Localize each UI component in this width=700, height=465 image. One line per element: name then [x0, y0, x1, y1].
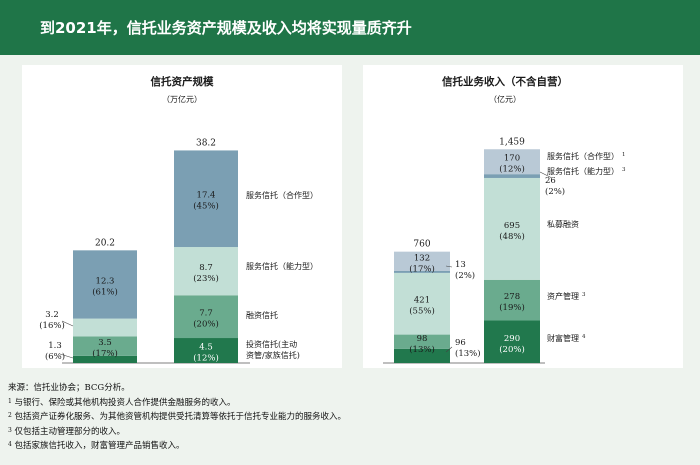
bar-segment [174, 247, 238, 296]
bar-segment [73, 336, 137, 356]
data-value-label: 7.7 [199, 309, 213, 319]
data-pct-label: (16%) [39, 320, 65, 331]
legend-label-coop: 服务信托（合作型） 1 [547, 151, 626, 161]
legend-label-investment-2: 资管/家族信托) [246, 350, 300, 360]
data-value-label: 12.3 [96, 276, 115, 286]
bar-segment [394, 270, 450, 273]
page-title: 到2021年，信托业务资产规模及收入均将实现量质齐升 [40, 19, 412, 37]
data-value-label: 695 [504, 221, 520, 231]
chart-title: 信托业务收入（不含自营） [442, 75, 568, 88]
bar-segment [174, 150, 238, 248]
data-pct-label: (19%) [499, 302, 525, 313]
footnotes: 来源：信托业协会；BCG分析。 1 与银行、保险或其他机构投资人合作提供金融服务… [8, 381, 698, 454]
footnote-3: 3 仅包括主动管理部分的收入。 [8, 426, 126, 437]
data-pct-label: (55%) [409, 306, 435, 317]
bar-segment [484, 149, 540, 175]
footnote-1: 1 与银行、保险或其他机构投资人合作提供金融服务的收入。 [8, 397, 236, 408]
legend-label-cap: 服务信托（能力型） 3 [547, 166, 626, 176]
leader-line [59, 353, 74, 359]
data-value-label: 3.5 [98, 338, 112, 348]
legend-label-private: 私募融资 [547, 219, 579, 229]
data-value-label: 96 [455, 338, 466, 348]
legend-label-investment-1: 投资信托(主动 [246, 339, 297, 349]
footnote-2: 2 包括资产证券化服务、为其他资管机构提供受托清算等依托于信托专业能力的服务收入… [8, 412, 347, 422]
data-pct-label: (45%) [193, 201, 219, 212]
data-pct-label: (20%) [499, 344, 525, 355]
legend-label-financing: 融资信托 [246, 310, 278, 320]
data-pct-label: (2%) [545, 186, 565, 197]
data-pct-label: (17%) [409, 263, 435, 274]
leader-line [445, 265, 453, 268]
chart-title: 信托资产规模 [151, 75, 214, 88]
data-value-label: 26 [545, 176, 556, 186]
bar-segment [73, 250, 137, 319]
data-value-label: 4.5 [199, 343, 213, 353]
data-value-label: 13 [455, 260, 466, 270]
leader-line [539, 171, 553, 179]
data-pct-label: (20%) [193, 319, 219, 330]
legend-label-cooperative: 服务信托（合作型） [246, 190, 318, 200]
asset-scale-chart: 信托资产规模（万亿元）20.220161.3(6%)3.5(17%)3.2(16… [39, 75, 318, 364]
source-note: 来源：信托业协会；BCG分析。 [8, 383, 130, 393]
data-pct-label: (61%) [92, 286, 118, 297]
data-pct-label: (17%) [92, 348, 118, 359]
bar-segment [174, 295, 238, 339]
bar-segment [394, 251, 450, 271]
leader-line [445, 346, 453, 353]
chart-subtitle: （万亿元） [162, 94, 202, 104]
legend-label-wealth: 财富管理 4 [547, 333, 586, 343]
bar-segment [394, 334, 450, 349]
bar-total-label: 20.2 [95, 238, 115, 248]
bar-segment [484, 174, 540, 178]
bar-segment [174, 338, 238, 363]
data-pct-label: (12%) [193, 353, 219, 364]
data-value-label: 421 [414, 296, 430, 306]
bar-segment [484, 320, 540, 363]
bar-total-label: 38.2 [196, 138, 216, 148]
data-pct-label: (6%) [45, 351, 65, 362]
bar-segment [73, 318, 137, 337]
data-pct-label: (2%) [455, 270, 475, 281]
data-value-label: 98 [417, 334, 428, 344]
data-value-label: 17.4 [197, 191, 216, 201]
revenue-chart: 信托业务收入（不含自营）（亿元）760201696(13%)98(13%)421… [383, 75, 626, 364]
data-value-label: 3.2 [45, 310, 59, 320]
bar-segment [394, 272, 450, 335]
data-value-label: 8.7 [199, 263, 213, 273]
bar-segment [484, 279, 540, 321]
legend-label-capability: 服务信托（能力型） [246, 261, 318, 271]
data-pct-label: (12%) [499, 164, 525, 175]
bar-segment [73, 355, 137, 363]
footnote-4: 4 包括家族信托收入，财富管理产品销售收入。 [8, 441, 185, 451]
data-pct-label: (48%) [499, 231, 525, 242]
legend-label-asset: 资产管理 3 [547, 291, 586, 301]
data-value-label: 278 [504, 292, 520, 302]
data-pct-label: (23%) [193, 273, 219, 284]
data-pct-label: (13%) [409, 344, 435, 355]
bar-segment [394, 348, 450, 363]
page-header: 到2021年，信托业务资产规模及收入均将实现量质齐升 [0, 0, 700, 55]
bar-total-label: 760 [413, 240, 430, 250]
data-value-label: 1.3 [48, 341, 62, 351]
charts-area: 信托资产规模（万亿元）20.220161.3(6%)3.5(17%)3.2(16… [22, 65, 683, 368]
bar-total-label: 1,459 [499, 137, 525, 147]
bar-segment [484, 177, 540, 280]
data-value-label: 132 [414, 253, 430, 263]
leader-line [61, 320, 74, 327]
data-value-label: 290 [504, 334, 520, 344]
chart-subtitle: （亿元） [489, 94, 521, 104]
data-pct-label: (13%) [455, 348, 481, 359]
data-value-label: 170 [504, 154, 520, 164]
